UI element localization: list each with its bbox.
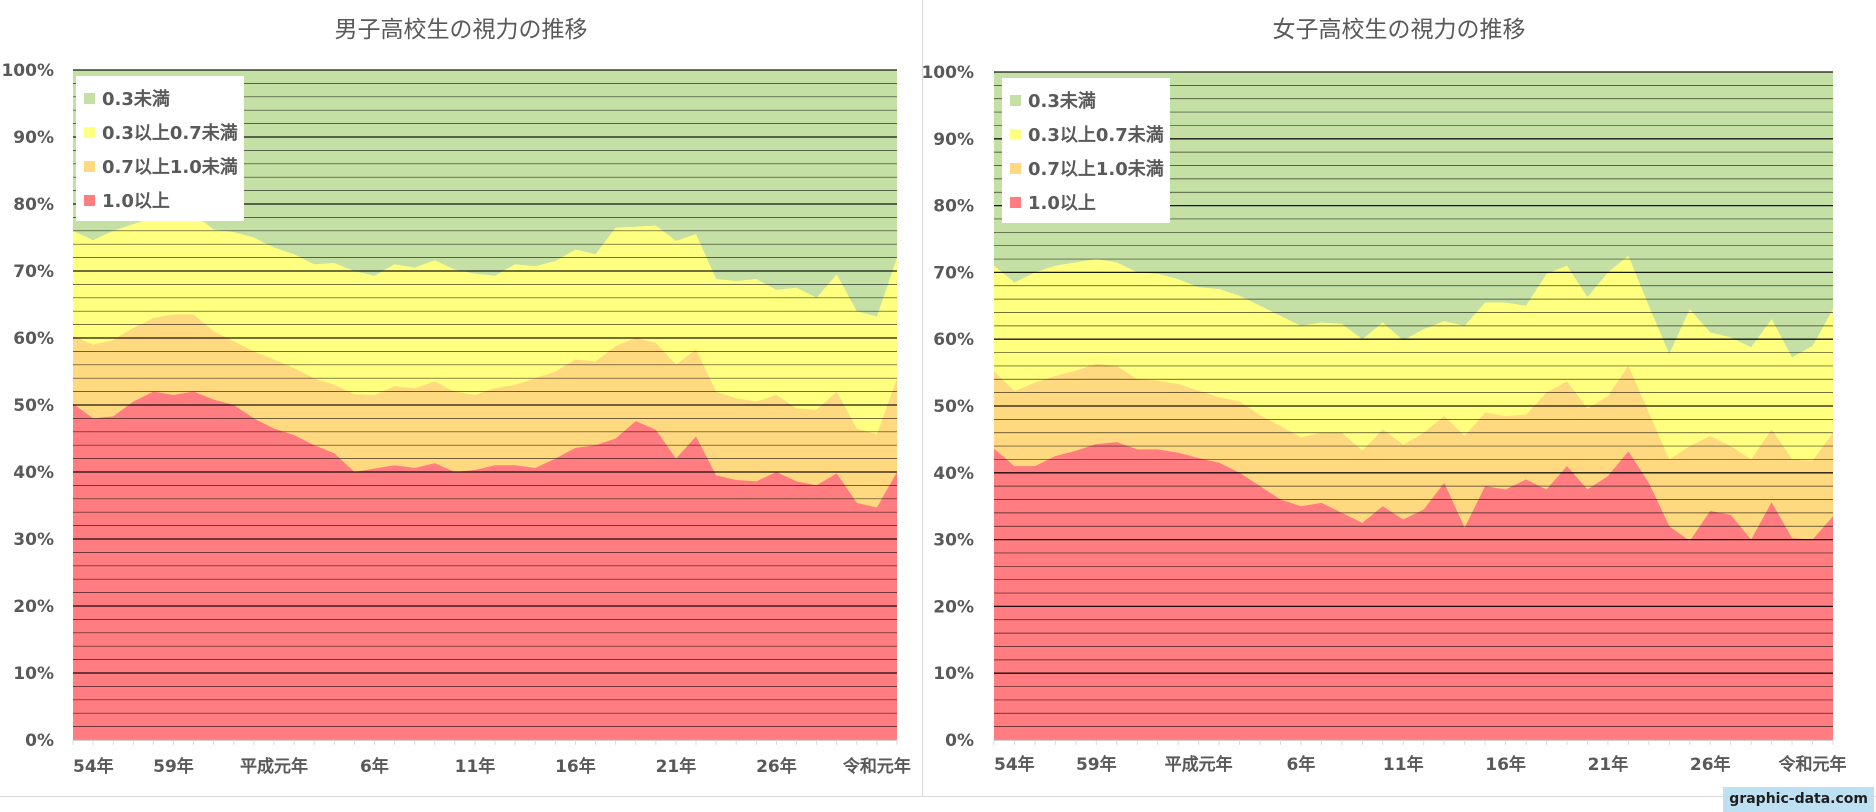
x-tick-label: 59年 [1076,754,1117,775]
area-1.0-plus [994,442,1833,740]
legend-label: 0.3以上0.7未満 [102,123,238,144]
x-tick-label: 54年 [994,754,1035,775]
legend-swatch [1010,162,1021,174]
legend-label: 0.7以上1.0未満 [1028,159,1164,180]
legend-item-0.7-to-1.0: 0.7以上1.0未満 [1010,151,1164,185]
legend-label: 0.3以上0.7未満 [1028,125,1164,146]
y-tick-label: 30% [933,531,974,551]
legend-swatch [1010,196,1021,208]
chart-legend: 0.3未満 0.3以上0.7未満 0.7以上1.0未満 1.0以上 [1002,78,1170,223]
y-tick-label: 70% [13,262,54,282]
x-tick-label: 21年 [656,756,697,777]
legend-label: 1.0以上 [1028,193,1096,214]
legend-swatch [84,126,95,138]
y-tick-label: 90% [13,128,54,148]
legend-swatch [84,92,95,104]
legend-item-0.7-to-1.0: 0.7以上1.0未満 [84,149,238,183]
site-watermark: graphic-data.com [1723,787,1874,812]
legend-label: 0.3未満 [1028,91,1096,112]
x-tick-label: 54年 [73,756,114,777]
x-tick-label: 6年 [360,756,389,777]
y-tick-label: 10% [13,664,54,684]
bottom-border [0,796,1876,797]
x-tick-label: 令和元年 [843,756,911,777]
x-tick-label: 11年 [1383,754,1424,775]
legend-swatch [1010,128,1021,140]
x-tick-label: 6年 [1287,754,1316,775]
male-vision-chart-panel: 男子高校生の視力の推移 0% 10% 20% 30% 40% 50% 60% 70% 80% 90… [0,0,922,796]
legend-item-1.0-plus: 1.0以上 [1010,185,1164,219]
y-tick-label: 50% [933,397,974,417]
y-tick-label: 40% [13,463,54,483]
panel-divider [922,0,923,796]
x-tick-label: 26年 [756,756,797,777]
female-vision-area-chart: 0% 10% 20% 30% 40% 50% 60% 70% 80% 90% 100% 54年 59年 平… [921,63,1847,775]
y-tick-label: 80% [13,195,54,215]
x-tick-label: 平成元年 [240,756,308,777]
legend-swatch [84,194,95,206]
y-tick-label: 0% [945,731,974,751]
y-tick-label: 50% [13,396,54,416]
x-tick-label: 平成元年 [1165,754,1233,775]
female-vision-chart-panel: 女子高校生の視力の推移 0% 10% 20% 30% 40% 50% 60% 70% 80% 90… [921,0,1876,796]
y-tick-label: 90% [933,130,974,150]
legend-label: 0.3未満 [102,89,170,110]
legend-item-under-0.3: 0.3未満 [1010,83,1164,117]
x-tick-label: 16年 [1485,754,1526,775]
y-tick-label: 20% [13,597,54,617]
chart-title: 男子高校生の視力の推移 [334,17,588,43]
legend-swatch [1010,94,1021,106]
y-tick-label: 100% [1,61,54,81]
x-tick-label: 令和元年 [1779,754,1847,775]
legend-item-0.3-to-0.7: 0.3以上0.7未満 [1010,117,1164,151]
y-tick-label: 0% [25,731,54,751]
legend-item-1.0-plus: 1.0以上 [84,183,238,217]
legend-swatch [84,160,95,172]
x-tick-label: 26年 [1690,754,1731,775]
y-tick-label: 80% [933,197,974,217]
chart-legend: 0.3未満 0.3以上0.7未満 0.7以上1.0未満 1.0以上 [76,76,244,221]
y-tick-label: 40% [933,464,974,484]
x-tick-label: 21年 [1588,754,1629,775]
y-tick-label: 10% [933,664,974,684]
male-vision-area-chart: 0% 10% 20% 30% 40% 50% 60% 70% 80% 90% 100% 54年 59年 平… [1,61,911,777]
y-tick-label: 70% [933,263,974,283]
y-tick-label: 20% [933,597,974,617]
legend-item-0.3-to-0.7: 0.3以上0.7未満 [84,115,238,149]
x-tick-label: 16年 [555,756,596,777]
chart-title: 女子高校生の視力の推移 [1272,17,1526,43]
x-tick-label: 59年 [153,756,194,777]
y-tick-label: 100% [921,63,974,83]
legend-label: 0.7以上1.0未満 [102,157,238,178]
legend-item-under-0.3: 0.3未満 [84,81,238,115]
y-tick-label: 30% [13,530,54,550]
x-tick-label: 11年 [455,756,496,777]
y-tick-label: 60% [13,329,54,349]
legend-label: 1.0以上 [102,191,170,212]
y-tick-label: 60% [933,330,974,350]
